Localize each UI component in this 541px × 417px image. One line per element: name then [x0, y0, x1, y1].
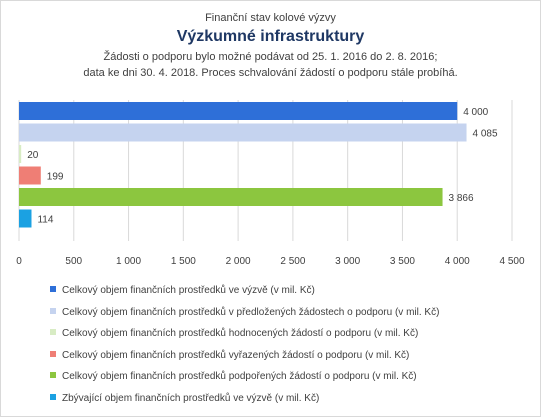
- legend-label: Celkový objem finančních prostředků v př…: [62, 306, 440, 318]
- x-tick-label: 1 000: [116, 256, 141, 267]
- x-tick-label: 3 500: [390, 256, 415, 267]
- bar-value-label: 4 085: [473, 129, 498, 140]
- chart-subtitle-line1: Žádosti o podporu bylo možné podávat od …: [103, 51, 438, 63]
- x-tick-label: 4 000: [445, 256, 470, 267]
- x-tick-label: 4 500: [499, 256, 524, 267]
- bar-value-label: 114: [37, 215, 53, 226]
- legend-swatch: [50, 307, 56, 314]
- legend-swatch: [50, 286, 56, 292]
- legend-item: Celkový objem finančních prostředků vyřa…: [50, 350, 409, 361]
- chart-supertitle: Finanční stav kolové výzvy: [205, 12, 336, 24]
- bar: [19, 123, 467, 142]
- bar: [19, 145, 22, 163]
- chart-title: Výzkumné infrastruktury: [176, 28, 365, 45]
- legend-swatch: [50, 350, 56, 357]
- legend-label: Zbývající objem finančních prostředků ve…: [62, 392, 320, 404]
- bar: [19, 209, 32, 228]
- legend-label: Celkový objem finančních prostředků vyřa…: [62, 349, 410, 361]
- legend-swatch: [50, 372, 56, 378]
- bar-value-label: 4 000: [463, 107, 488, 118]
- legend-item: Celkový objem finančních prostředků podp…: [50, 371, 417, 382]
- x-tick-label: 2 500: [280, 256, 305, 267]
- bar-value-label: 199: [47, 172, 64, 183]
- bar-value-label: 20: [27, 150, 39, 161]
- chart-subtitle-line2: data ke dni 30. 4. 2018. Proces schvalov…: [83, 67, 458, 79]
- bar: [19, 188, 443, 206]
- x-tick-label: 1 500: [171, 256, 196, 267]
- legend-label: Celkový objem finančních prostředků ve v…: [62, 285, 315, 296]
- bar: [19, 166, 41, 185]
- x-tick-label: 3 000: [335, 256, 360, 267]
- legend-item: Celkový objem finančních prostředků v př…: [50, 307, 439, 318]
- bar: [19, 102, 458, 120]
- x-tick-label: 2 000: [226, 256, 251, 267]
- legend-label: Celkový objem finančních prostředků hodn…: [62, 328, 419, 339]
- legend-swatch: [50, 393, 56, 400]
- legend-item: Celkový objem finančních prostředků ve v…: [50, 285, 315, 296]
- legend-item: Zbývající objem finančních prostředků ve…: [50, 393, 319, 404]
- legend-swatch: [50, 329, 56, 335]
- legend-item: Celkový objem finančních prostředků hodn…: [50, 328, 418, 339]
- bar-value-label: 3 866: [449, 193, 474, 204]
- x-tick-label: 500: [65, 256, 82, 267]
- x-tick-label: 0: [16, 256, 22, 267]
- legend-label: Celkový objem finančních prostředků podp…: [62, 371, 417, 382]
